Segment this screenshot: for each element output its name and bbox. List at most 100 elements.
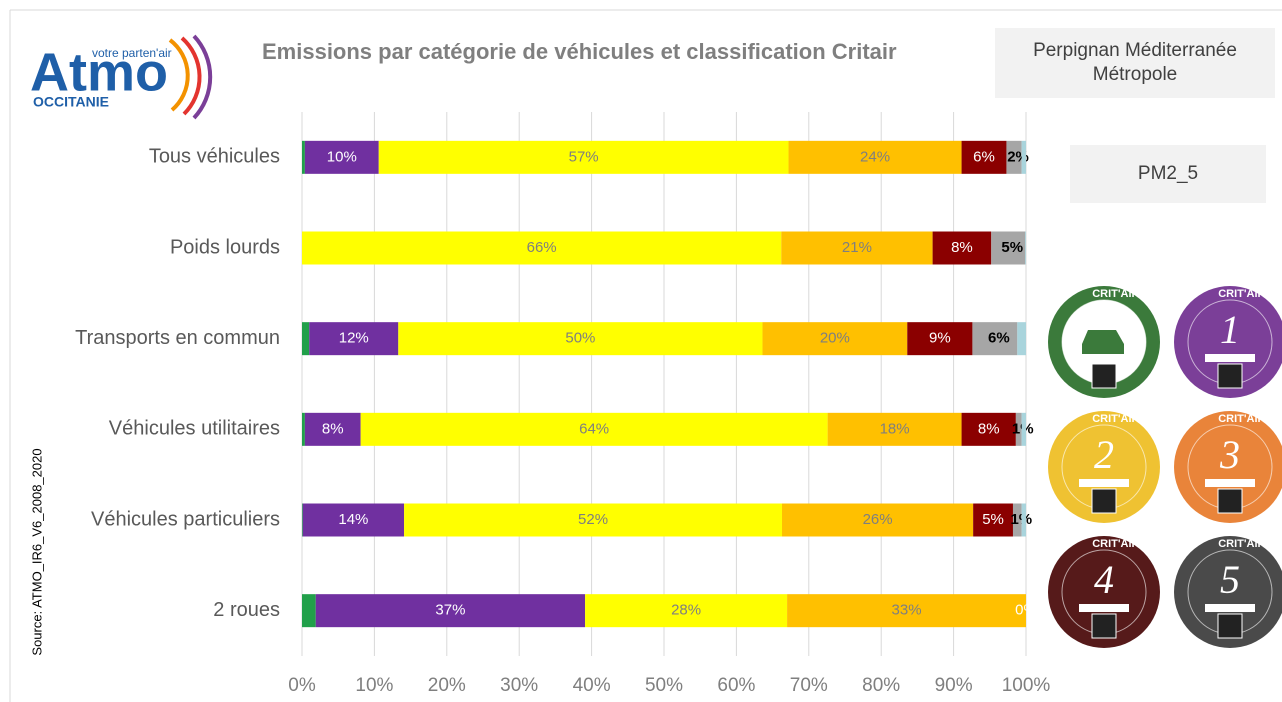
- territory-holder: Perpignan Méditerranée Métropole: [1033, 40, 1237, 85]
- x-tick-label: 70%: [790, 675, 828, 696]
- bar-segment: [1017, 322, 1026, 356]
- data-label: 8%: [978, 420, 1000, 437]
- data-label: 37%: [435, 602, 465, 619]
- bar-segment: [1021, 412, 1026, 446]
- sticker: [1048, 411, 1160, 523]
- data-label: 6%: [973, 148, 995, 165]
- bar-segment: [1012, 503, 1022, 537]
- data-label: 6%: [988, 330, 1010, 347]
- sticker: [1048, 536, 1160, 648]
- data-label: 28%: [671, 602, 701, 619]
- y-tick-label: Tous véhicules: [149, 146, 280, 168]
- sticker-number: 1: [1220, 307, 1240, 352]
- source: Source: ATMO_IR6_V6_2008_2020: [29, 448, 44, 655]
- bar-segment: [782, 503, 974, 537]
- sticker-plate: [1079, 354, 1129, 362]
- sticker-qr: [1217, 613, 1243, 639]
- bar-segment: [787, 594, 1026, 628]
- territory-box: [995, 28, 1275, 98]
- data-label: 5%: [982, 511, 1004, 528]
- bar-segment: [781, 231, 933, 265]
- logo-arc: [180, 36, 202, 116]
- x-tick-label: 40%: [573, 675, 611, 696]
- sticker-qr: [1091, 363, 1117, 389]
- x-tick-label: 0%: [288, 675, 316, 696]
- bar-segment: [961, 140, 1007, 174]
- chart-title: Emissions par catégorie de véhicules et …: [262, 39, 897, 64]
- x-tick-label: 50%: [645, 675, 683, 696]
- y-tick-label: Véhicules particuliers: [91, 508, 280, 530]
- stickers: CRIT'Air CRIT'Air 1 CRIT'Air 2 CRIT'Air 3 CRIT'…: [1048, 286, 1282, 648]
- x-tick-label: 30%: [500, 675, 538, 696]
- bar-segment: [972, 322, 1018, 356]
- bar-segment: [309, 322, 399, 356]
- sticker-qr: [1091, 488, 1117, 514]
- bar-segment: [302, 322, 310, 356]
- bar-segment: [302, 503, 405, 537]
- sticker-brand: CRIT'Air: [1218, 538, 1262, 550]
- logo-arc: [192, 34, 213, 120]
- sticker-plate: [1205, 354, 1255, 362]
- sticker: [1174, 411, 1282, 523]
- sticker-brand: CRIT'Air: [1218, 288, 1262, 300]
- bar-segment: [1021, 503, 1026, 537]
- data-label: 66%: [527, 239, 557, 256]
- bar-segment: [1015, 412, 1022, 446]
- data-label: 8%: [322, 420, 344, 437]
- bar-segment: [378, 140, 789, 174]
- sticker-qr: [1217, 363, 1243, 389]
- sticker-qr: [1091, 613, 1117, 639]
- sticker-brand: CRIT'Air: [1092, 288, 1136, 300]
- sticker-qr: [1217, 488, 1243, 514]
- bar-segment: [973, 503, 1013, 537]
- bar-segment: [404, 503, 783, 537]
- logo-name: Atmo: [30, 42, 168, 102]
- pollutant: PM2_5: [1138, 163, 1198, 184]
- data-label: 21%: [842, 239, 872, 256]
- sticker-plate: [1079, 479, 1129, 487]
- data-label: 5%: [1001, 239, 1023, 256]
- bar-segment: [1025, 231, 1026, 265]
- x-tick-label: 80%: [862, 675, 900, 696]
- data-label: 18%: [880, 420, 910, 437]
- bar-segment: [907, 322, 973, 356]
- data-label: 33%: [892, 602, 922, 619]
- pollutant-box: [1070, 145, 1266, 203]
- bar-segment: [762, 322, 908, 356]
- y-tick-label: 2 roues: [213, 599, 280, 621]
- sticker-brand: CRIT'Air: [1218, 413, 1262, 425]
- logo-tagline: votre parten'air: [92, 46, 172, 60]
- data-label: 10%: [327, 148, 357, 165]
- sticker-brand: CRIT'Air: [1092, 413, 1136, 425]
- data-label: 57%: [569, 148, 599, 165]
- x-tick-label: 60%: [717, 675, 755, 696]
- bar-segment: [302, 140, 305, 174]
- bar-segment: [302, 412, 305, 446]
- bar-segment: [302, 231, 782, 265]
- sticker-car: [1082, 330, 1124, 354]
- x-tick-label: 90%: [935, 675, 973, 696]
- data-label: 64%: [579, 420, 609, 437]
- sticker-number: 5: [1220, 557, 1240, 602]
- sticker-number: 4: [1094, 557, 1114, 602]
- bar-segment: [360, 412, 828, 446]
- logo-region: OCCITANIE: [33, 94, 109, 110]
- data-label: 26%: [863, 511, 893, 528]
- bar-segment: [1006, 140, 1022, 174]
- logo: votre parten'air Atmo OCCITANIE: [30, 34, 213, 120]
- sticker-number: 2: [1094, 432, 1114, 477]
- bar-segment: [961, 412, 1016, 446]
- bar-segment: [398, 322, 763, 356]
- bar-segment: [304, 412, 361, 446]
- data-label: 50%: [565, 330, 595, 347]
- bar-segment: [302, 594, 316, 628]
- bar-segment: [991, 231, 1026, 265]
- data-label: 0%: [1015, 602, 1037, 619]
- data-label: 14%: [338, 511, 368, 528]
- sticker-plate: [1205, 604, 1255, 612]
- bar-segment: [788, 140, 962, 174]
- data-label: 1%: [1010, 511, 1032, 528]
- y-tick-label: Poids lourds: [170, 236, 280, 258]
- x-tick-label: 10%: [355, 675, 393, 696]
